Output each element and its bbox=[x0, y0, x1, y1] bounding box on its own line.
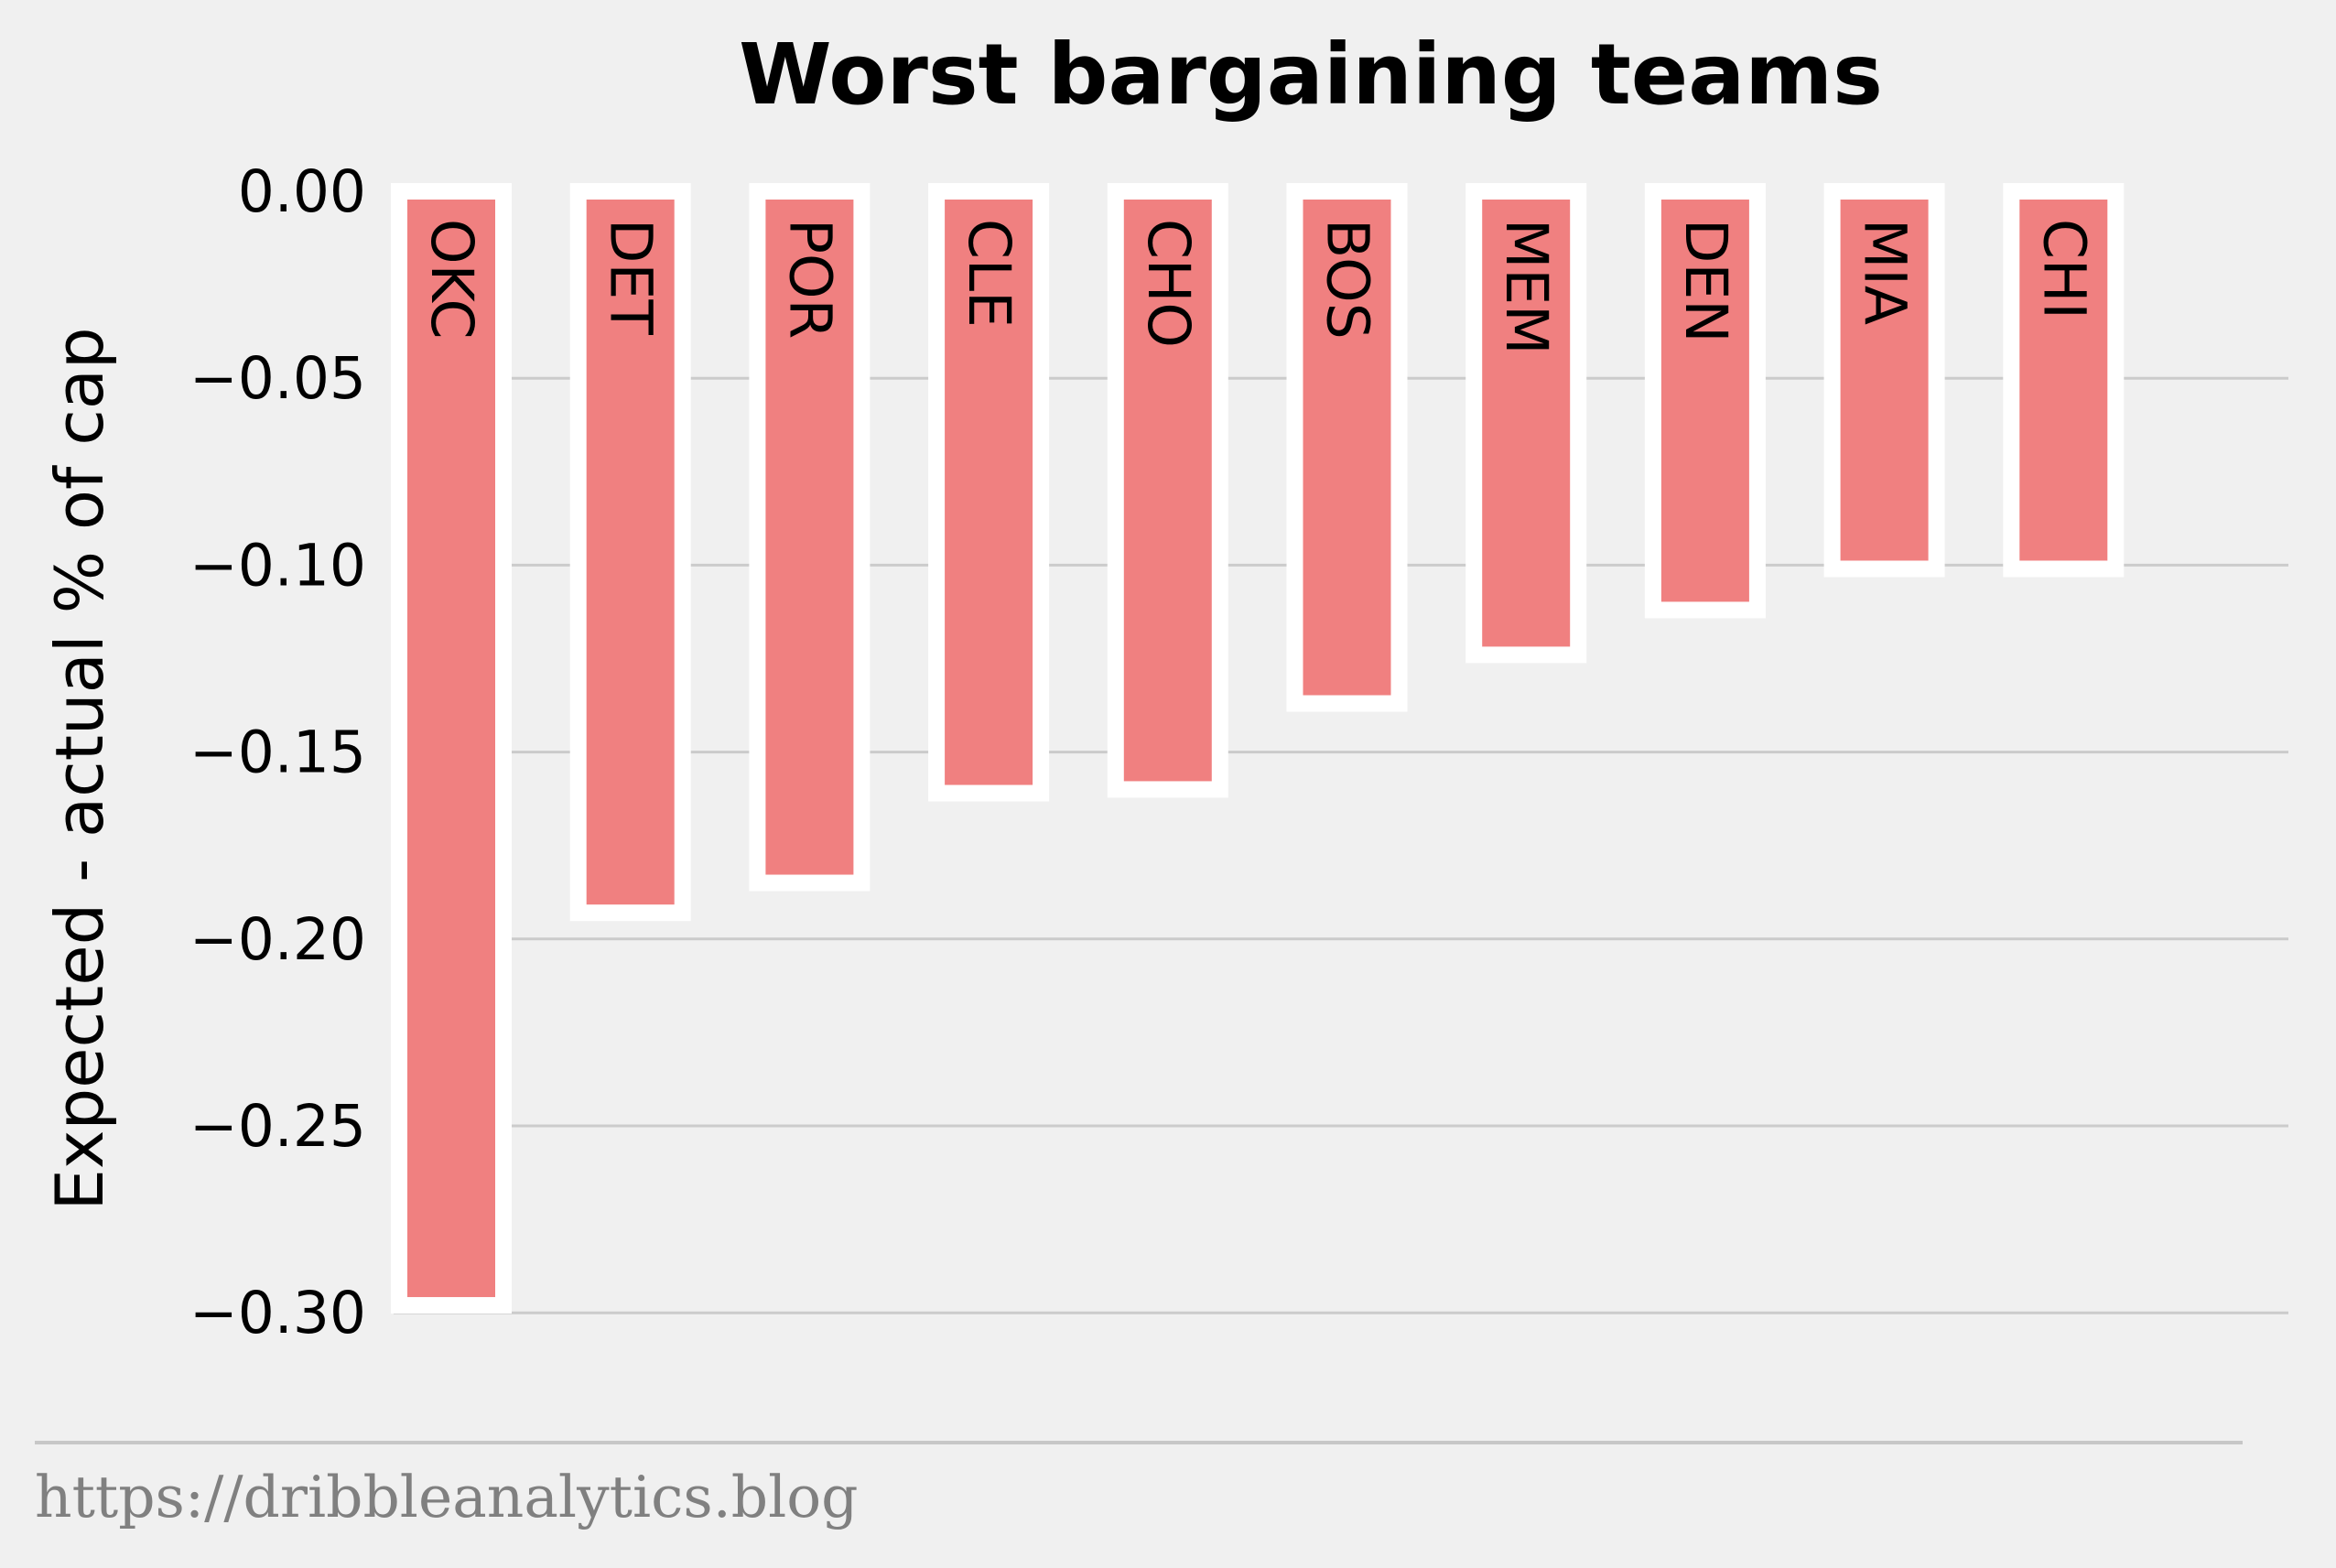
y-axis-label: Expected - actual % of cap bbox=[41, 327, 118, 1210]
bars: OKC DET POR CLE CHO BOS MEM DEN MIA CHI bbox=[391, 183, 2125, 1314]
bar-label: DET bbox=[598, 219, 665, 335]
bar-bos bbox=[1286, 183, 1408, 712]
y-tick-label: −0.25 bbox=[189, 1093, 366, 1160]
bar-label: CLE bbox=[956, 219, 1022, 328]
bar-mem bbox=[1465, 183, 1587, 664]
y-tick-label: −0.30 bbox=[189, 1280, 366, 1346]
bar-label: OKC bbox=[418, 219, 485, 339]
y-tick-label: −0.15 bbox=[189, 719, 366, 786]
bar-label: DEN bbox=[1672, 219, 1739, 342]
bar-cle bbox=[928, 183, 1050, 802]
bar-det bbox=[569, 183, 691, 922]
bar-por bbox=[749, 183, 871, 892]
bar-label: MIA bbox=[1852, 219, 1919, 325]
y-tick-label: 0.00 bbox=[238, 158, 366, 225]
bar-label: CHO bbox=[1135, 219, 1202, 348]
bar-den bbox=[1644, 183, 1766, 619]
gridlines bbox=[394, 376, 2288, 1314]
chart-title: Worst bargaining teams bbox=[739, 26, 1883, 124]
y-tick-label: −0.20 bbox=[189, 906, 366, 973]
y-tick-label: −0.05 bbox=[189, 345, 366, 412]
bar-label: CHI bbox=[2030, 219, 2097, 319]
bar-mia bbox=[1823, 183, 1945, 578]
bar-label: BOS bbox=[1314, 219, 1381, 340]
y-axis-ticks: 0.00 −0.05 −0.10 −0.15 −0.20 −0.25 −0.30 bbox=[189, 158, 366, 1346]
bar-chi bbox=[2003, 183, 2125, 578]
bar-label: POR bbox=[776, 219, 843, 339]
bar-okc bbox=[391, 183, 512, 1314]
footer-source: https://dribbleanalytics.blog bbox=[35, 1464, 859, 1530]
bar-cho bbox=[1107, 183, 1228, 798]
y-tick-label: −0.10 bbox=[189, 532, 366, 599]
bar-label: MEM bbox=[1493, 219, 1560, 355]
